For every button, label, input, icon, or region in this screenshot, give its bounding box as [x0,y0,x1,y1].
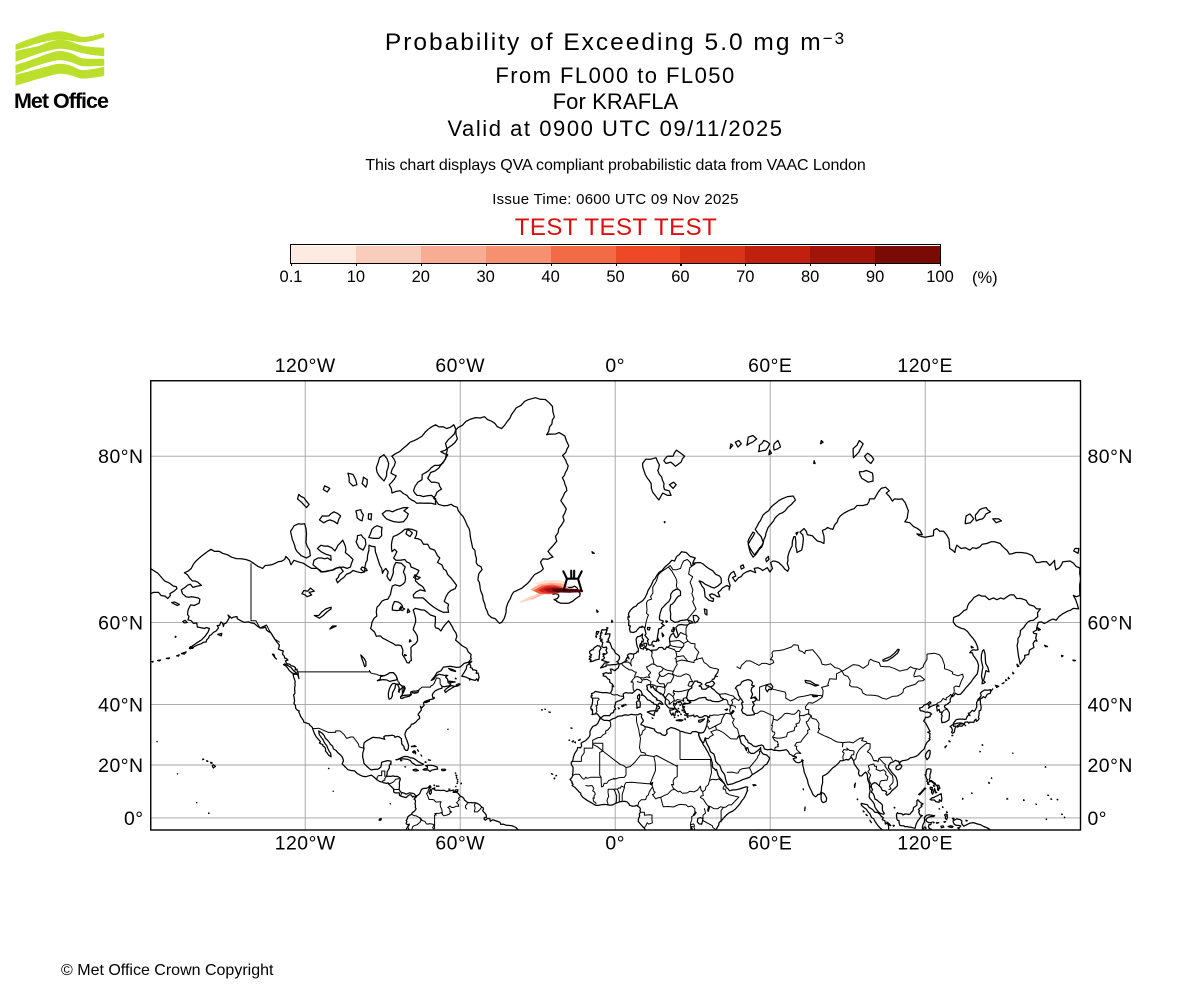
svg-text:80°N: 80°N [98,446,143,468]
svg-text:40°N: 40°N [1088,695,1133,717]
svg-text:120°W: 120°W [275,355,336,377]
svg-text:20°N: 20°N [98,755,143,777]
svg-text:0°: 0° [605,355,625,377]
svg-text:120°E: 120°E [897,355,953,377]
svg-text:60°N: 60°N [98,612,143,634]
svg-text:60°N: 60°N [1088,612,1133,634]
svg-text:40°N: 40°N [98,695,143,717]
svg-text:20°N: 20°N [1088,755,1133,777]
svg-text:0°: 0° [605,833,625,855]
svg-text:60°E: 60°E [748,355,792,377]
svg-text:60°W: 60°W [435,833,485,855]
svg-text:60°E: 60°E [748,833,792,855]
svg-text:80°N: 80°N [1088,446,1133,468]
svg-text:0°: 0° [1088,808,1108,830]
svg-text:60°W: 60°W [435,355,485,377]
svg-text:120°W: 120°W [275,833,336,855]
svg-text:0°: 0° [124,808,144,830]
svg-text:120°E: 120°E [897,833,953,855]
